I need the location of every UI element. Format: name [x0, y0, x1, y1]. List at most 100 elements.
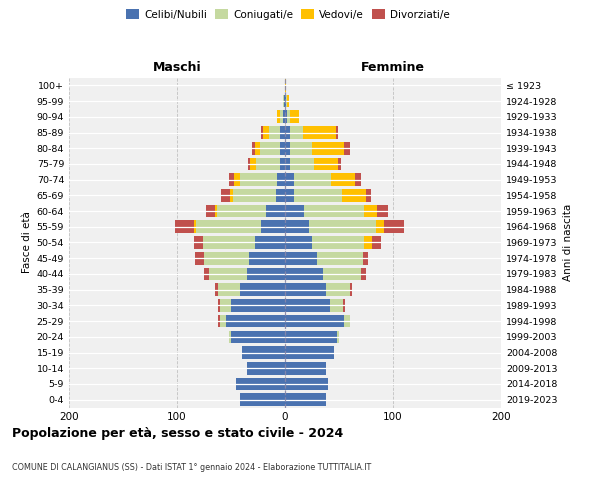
Bar	[226, 315, 285, 328]
Bar	[285, 110, 287, 123]
Bar	[280, 110, 283, 123]
Bar	[361, 268, 366, 280]
Bar	[376, 220, 385, 233]
Bar	[331, 299, 343, 312]
Bar	[290, 110, 299, 123]
Bar	[285, 394, 326, 406]
Bar	[331, 174, 355, 186]
Bar	[277, 174, 285, 186]
Bar	[260, 142, 280, 154]
Bar	[285, 252, 317, 264]
Bar	[194, 220, 196, 233]
Bar	[218, 284, 239, 296]
Bar	[285, 299, 331, 312]
Bar	[220, 299, 231, 312]
Bar	[215, 205, 217, 218]
Text: COMUNE DI CALANGIANUS (SS) - Dati ISTAT 1° gennaio 2024 - Elaborazione TUTTITALI: COMUNE DI CALANGIANUS (SS) - Dati ISTAT …	[12, 462, 371, 471]
Bar	[366, 189, 371, 202]
Bar	[323, 268, 361, 280]
Bar	[233, 189, 277, 202]
Bar	[194, 236, 203, 249]
Bar	[261, 220, 285, 233]
Bar	[293, 189, 342, 202]
Text: Femmine: Femmine	[361, 62, 425, 74]
Bar	[266, 205, 285, 218]
Bar	[242, 346, 285, 359]
Bar	[385, 220, 404, 233]
Bar	[304, 205, 364, 218]
Bar	[203, 236, 255, 249]
Bar	[255, 236, 285, 249]
Legend: Celibi/Nubili, Coniugati/e, Vedovi/e, Divorziati/e: Celibi/Nubili, Coniugati/e, Vedovi/e, Di…	[122, 5, 454, 24]
Text: Maschi: Maschi	[152, 62, 202, 74]
Bar	[277, 189, 285, 202]
Bar	[285, 284, 326, 296]
Bar	[350, 284, 352, 296]
Bar	[317, 252, 363, 264]
Bar	[287, 95, 289, 108]
Bar	[304, 126, 336, 139]
Bar	[221, 189, 230, 202]
Bar	[284, 95, 285, 108]
Bar	[256, 158, 280, 170]
Bar	[217, 205, 266, 218]
Bar	[204, 268, 209, 280]
Bar	[285, 205, 304, 218]
Bar	[247, 268, 285, 280]
Y-axis label: Anni di nascita: Anni di nascita	[563, 204, 573, 281]
Bar	[269, 126, 280, 139]
Bar	[326, 284, 350, 296]
Bar	[231, 299, 285, 312]
Bar	[239, 174, 277, 186]
Bar	[286, 95, 287, 108]
Bar	[285, 79, 286, 92]
Bar	[175, 220, 194, 233]
Bar	[287, 110, 290, 123]
Bar	[251, 142, 255, 154]
Bar	[255, 142, 260, 154]
Bar	[247, 362, 285, 374]
Bar	[261, 126, 263, 139]
Bar	[283, 110, 285, 123]
Bar	[312, 236, 364, 249]
Bar	[229, 174, 234, 186]
Bar	[285, 126, 290, 139]
Bar	[283, 95, 284, 108]
Text: Popolazione per età, sesso e stato civile - 2024: Popolazione per età, sesso e stato civil…	[12, 428, 343, 440]
Bar	[337, 330, 339, 343]
Bar	[355, 174, 361, 186]
Bar	[280, 158, 285, 170]
Bar	[377, 205, 388, 218]
Bar	[236, 378, 285, 390]
Bar	[280, 126, 285, 139]
Bar	[314, 158, 338, 170]
Bar	[229, 330, 231, 343]
Bar	[285, 315, 344, 328]
Bar	[250, 158, 256, 170]
Bar	[312, 142, 344, 154]
Bar	[277, 110, 280, 123]
Bar	[363, 252, 368, 264]
Bar	[285, 220, 309, 233]
Bar	[290, 158, 314, 170]
Bar	[230, 189, 233, 202]
Bar	[344, 315, 350, 328]
Bar	[285, 95, 286, 108]
Bar	[248, 158, 250, 170]
Bar	[285, 268, 323, 280]
Bar	[285, 142, 290, 154]
Bar	[342, 189, 366, 202]
Bar	[215, 284, 218, 296]
Bar	[206, 205, 215, 218]
Y-axis label: Fasce di età: Fasce di età	[22, 212, 32, 274]
Bar	[285, 189, 293, 202]
Bar	[336, 126, 338, 139]
Bar	[373, 236, 381, 249]
Bar	[285, 330, 337, 343]
Bar	[204, 252, 250, 264]
Bar	[239, 394, 285, 406]
Bar	[239, 284, 285, 296]
Bar	[220, 315, 226, 328]
Bar	[250, 252, 285, 264]
Bar	[263, 126, 269, 139]
